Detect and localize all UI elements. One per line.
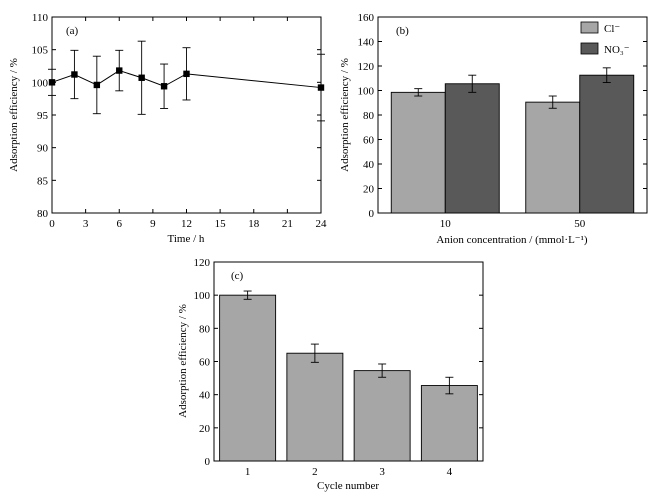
- panel-b-label: (b): [396, 25, 409, 37]
- bar: [286, 352, 344, 462]
- panel-b-ticks: 0 20 40 60 80 100 120 140 160 10 50: [358, 12, 647, 230]
- x-tick-label: 0: [49, 218, 55, 230]
- y-tick-label: 0: [369, 208, 375, 220]
- x-tick-label: 50: [574, 218, 586, 230]
- y-tick-label: 110: [32, 12, 49, 24]
- data-point: [48, 79, 56, 86]
- x-tick-label: 6: [117, 218, 123, 230]
- y-tick-label: 60: [199, 357, 211, 369]
- panel-b-legend: Cl⁻ NO₃⁻: [580, 21, 630, 56]
- data-point: [160, 83, 168, 90]
- x-tick-label: 12: [181, 218, 192, 230]
- legend-swatch-cl: [580, 21, 599, 34]
- data-point: [317, 84, 325, 91]
- data-point: [71, 71, 78, 78]
- y-tick-label: 120: [194, 257, 211, 269]
- y-tick-label: 80: [363, 110, 375, 122]
- y-tick-label: 100: [32, 77, 49, 89]
- bar: [579, 74, 635, 214]
- y-tick-label: 40: [199, 390, 211, 402]
- y-tick-label: 20: [199, 423, 211, 435]
- bar: [219, 294, 277, 462]
- y-tick-label: 100: [194, 290, 211, 302]
- panel-a-frame: [51, 16, 322, 214]
- x-tick-label: 1: [245, 466, 251, 478]
- x-tick-label: 3: [379, 466, 385, 478]
- panel-c-marks: [219, 290, 478, 462]
- panel-c-ylabel: Adsorption efficiency / %: [177, 304, 189, 418]
- y-tick-label: 140: [358, 37, 375, 49]
- panel-c-label: (c): [231, 270, 244, 282]
- y-tick-label: 80: [37, 208, 49, 220]
- bar: [353, 370, 411, 462]
- y-tick-label: 95: [37, 110, 49, 122]
- panel-a-xlabel: Time / h: [168, 233, 205, 245]
- y-tick-label: 120: [358, 61, 375, 73]
- panel-b: 0 20 40 60 80 100 120 140 160 10 50 (b) Anion conc…: [339, 12, 648, 246]
- y-tick-label: 100: [358, 86, 375, 98]
- y-tick-label: 105: [32, 45, 49, 57]
- y-tick-label: 90: [37, 143, 49, 155]
- data-point: [138, 74, 145, 81]
- y-tick-label: 40: [363, 159, 375, 171]
- x-tick-label: 9: [150, 218, 156, 230]
- panel-a-ylabel: Adsorption efficiency / %: [8, 58, 20, 172]
- y-tick-label: 20: [363, 184, 375, 196]
- legend-label-cl: Cl⁻: [604, 23, 620, 35]
- panel-b-xlabel: Anion concentration / (mmol·L⁻¹): [436, 234, 587, 246]
- legend-swatch-no3: [580, 42, 599, 55]
- x-tick-label: 15: [215, 218, 227, 230]
- bar: [444, 83, 500, 214]
- x-tick-label: 2: [312, 466, 318, 478]
- legend-label-no3: NO₃⁻: [604, 44, 630, 56]
- y-tick-label: 0: [205, 456, 211, 468]
- panel-b-ylabel: Adsorption efficiency / %: [339, 58, 351, 172]
- x-tick-label: 3: [83, 218, 89, 230]
- x-tick-label: 21: [282, 218, 293, 230]
- panel-b-marks: [390, 67, 635, 214]
- y-tick-label: 160: [358, 12, 375, 24]
- panel-a-ticks: 80 85 90 95 100 105 110 0 3 6 9 12 15 18 21 24: [32, 12, 328, 230]
- panel-a-label: (a): [66, 25, 79, 37]
- panel-c: 0 20 40 60 80 100 120 1 2 3 4 (c) Cycle number Ads…: [177, 257, 484, 492]
- x-tick-label: 10: [440, 218, 452, 230]
- data-point: [93, 81, 101, 89]
- y-tick-label: 80: [199, 323, 211, 335]
- y-tick-label: 85: [37, 175, 49, 187]
- data-point: [183, 70, 190, 78]
- bar: [420, 385, 478, 462]
- x-tick-label: 24: [316, 218, 328, 230]
- panel-c-xlabel: Cycle number: [317, 480, 379, 492]
- bar: [525, 101, 581, 214]
- panel-a: 80 85 90 95 100 105 110 0 3 6 9 12 15 18 21 24 (a) Time…: [8, 12, 327, 245]
- y-tick-label: 60: [363, 135, 375, 147]
- panel-a-marks: [48, 40, 325, 122]
- series-line: [51, 70, 322, 89]
- x-tick-label: 18: [248, 218, 260, 230]
- data-point: [116, 67, 123, 74]
- x-tick-label: 4: [447, 466, 453, 478]
- bar: [390, 91, 446, 214]
